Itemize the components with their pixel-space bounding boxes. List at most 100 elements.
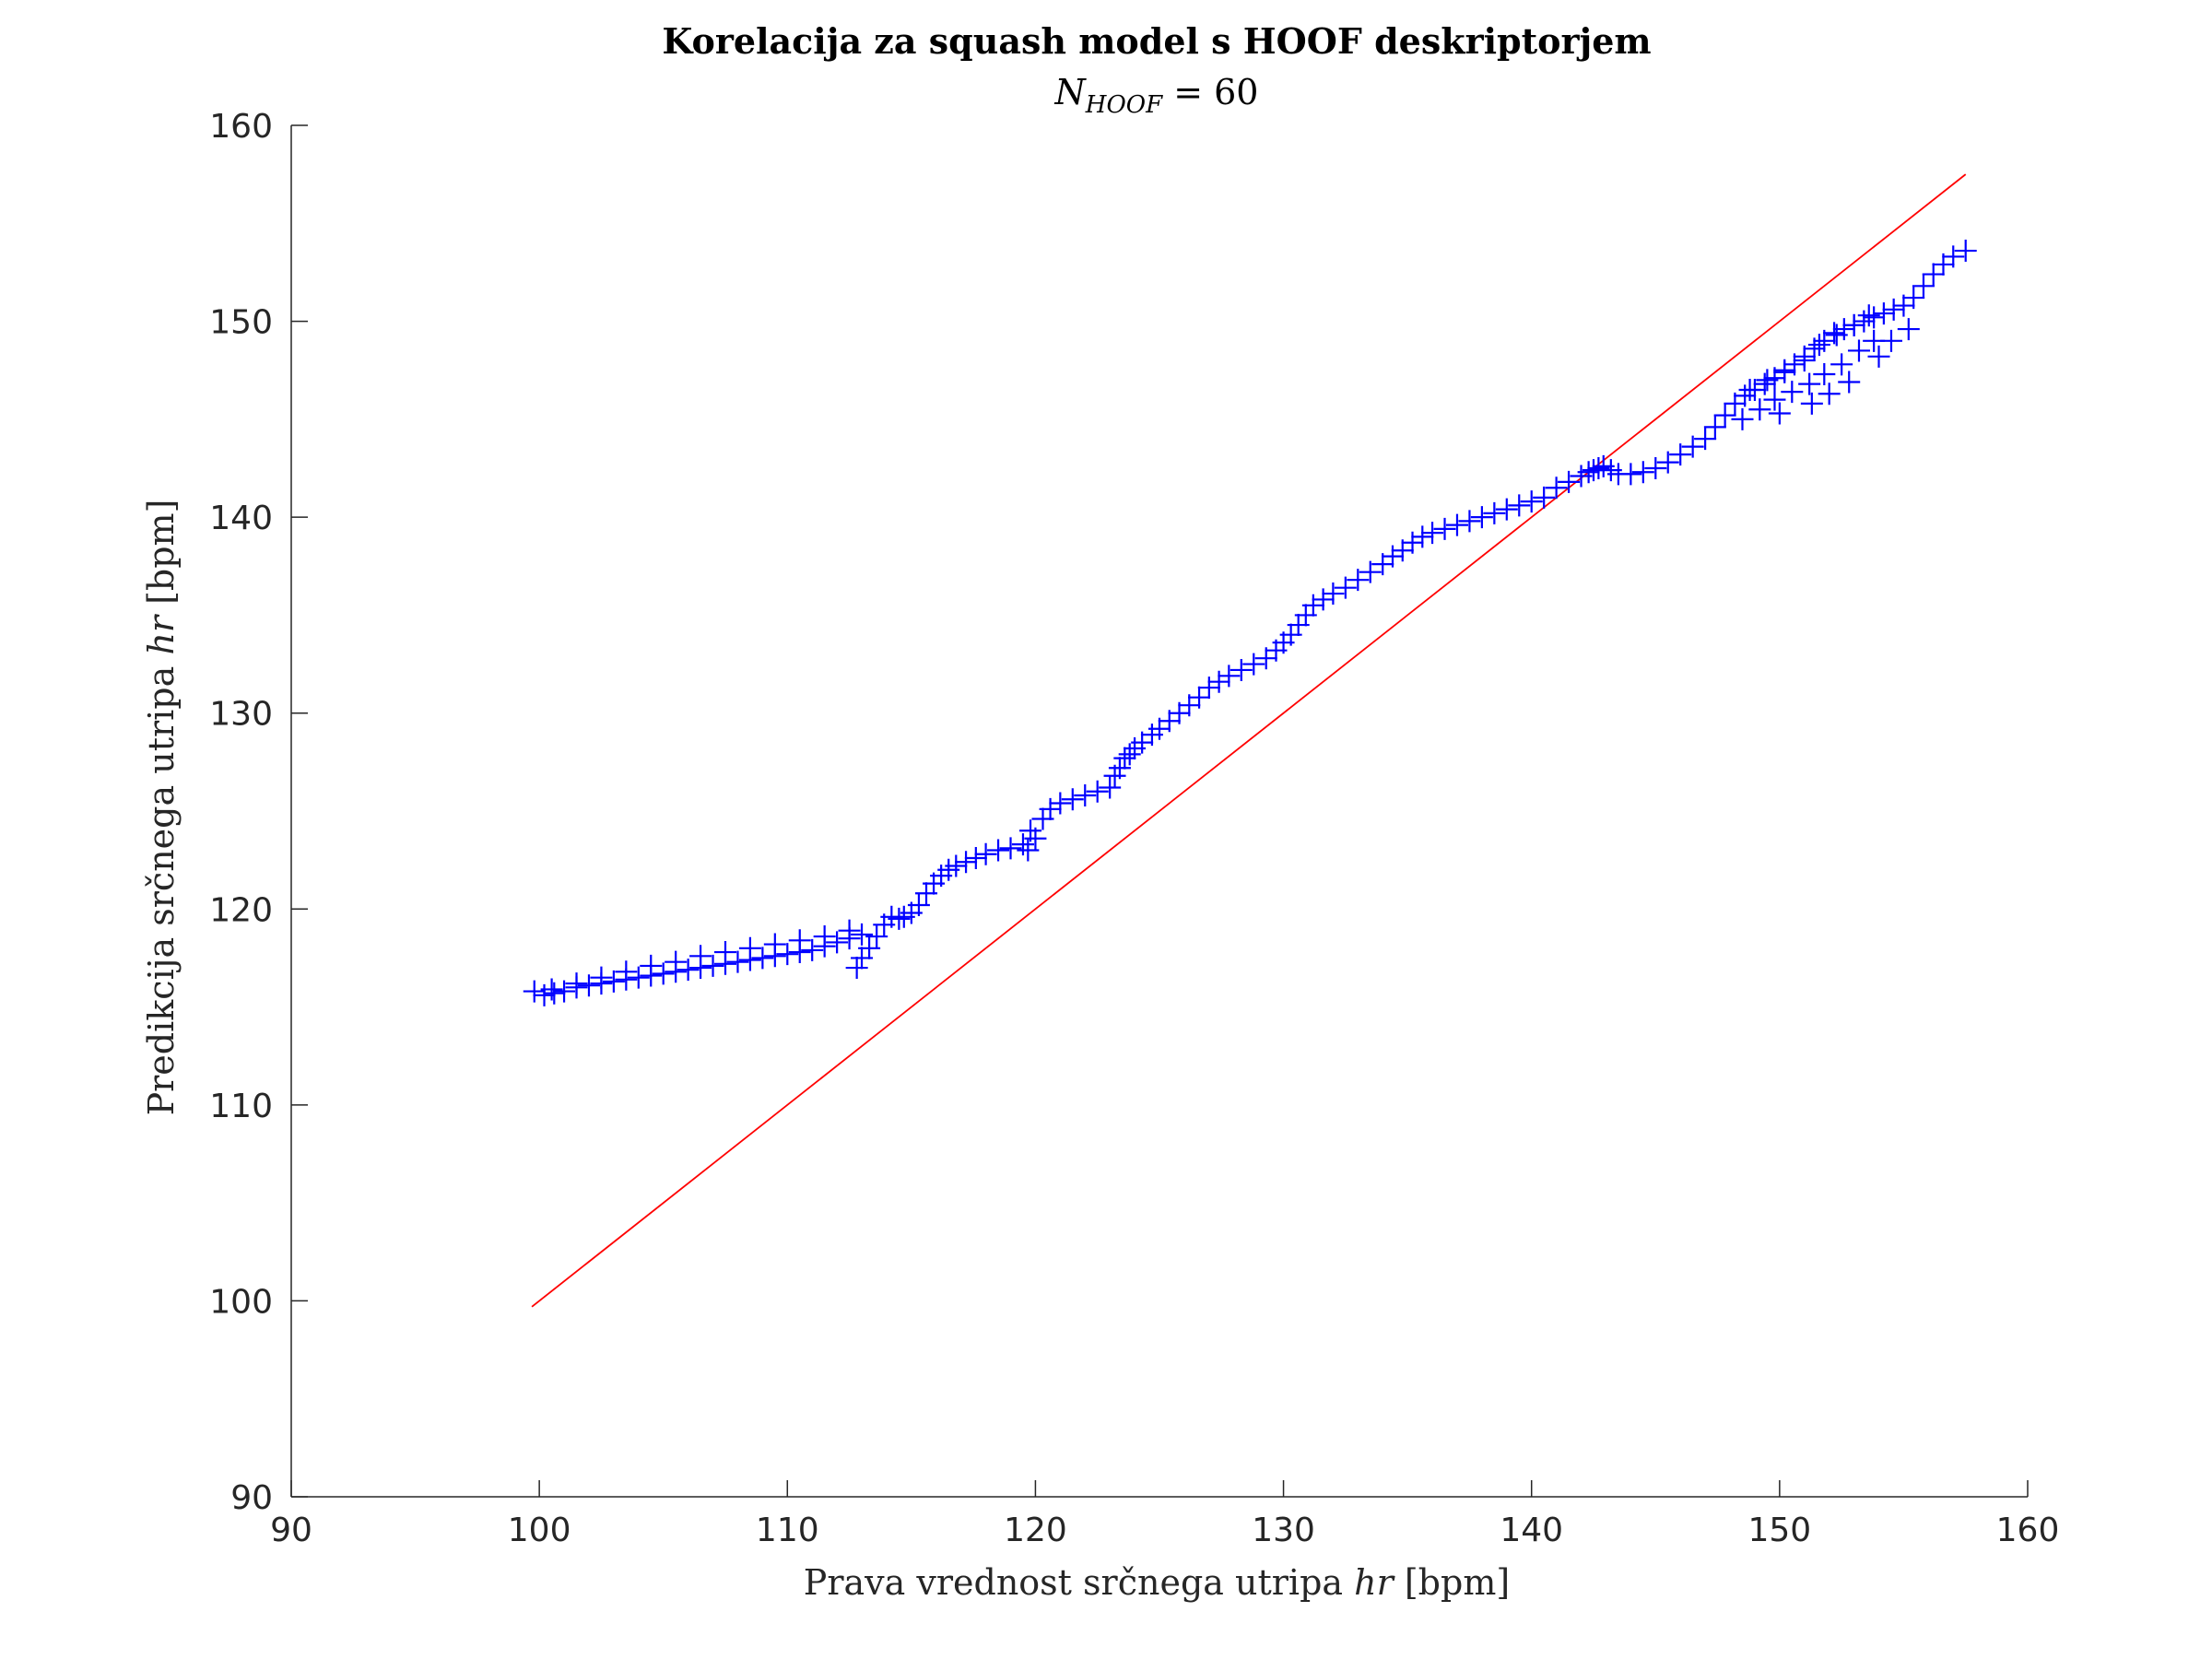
data-point bbox=[1813, 362, 1836, 385]
chart-title: Korelacija za squash model s HOOF deskri… bbox=[662, 20, 1651, 62]
data-point bbox=[1061, 788, 1084, 811]
data-point bbox=[1411, 525, 1434, 548]
data-point bbox=[1823, 322, 1846, 345]
data-point bbox=[763, 933, 786, 956]
data-point bbox=[1533, 486, 1556, 509]
data-point bbox=[1922, 263, 1945, 286]
tick-layer: 90 100 110 120 130 140 150 160 90 100 110 120 130 140… bbox=[209, 108, 2059, 1549]
data-point bbox=[1312, 588, 1335, 611]
data-point bbox=[1748, 398, 1771, 421]
data-point bbox=[1577, 461, 1600, 484]
data-point bbox=[1763, 388, 1786, 411]
y-tick-label: 120 bbox=[209, 891, 273, 929]
data-point bbox=[1669, 443, 1692, 466]
chart-subtitle: NHOOF = 60 bbox=[1054, 72, 1259, 119]
data-point bbox=[1734, 384, 1757, 407]
y-tick-label: 110 bbox=[209, 1088, 273, 1125]
reference-line-layer bbox=[531, 173, 1967, 1308]
data-point bbox=[1049, 792, 1072, 815]
data-point bbox=[1773, 359, 1796, 382]
data-point bbox=[974, 842, 997, 865]
data-point bbox=[1756, 369, 1779, 392]
data-point bbox=[1882, 298, 1905, 321]
data-point bbox=[1656, 451, 1679, 474]
data-point bbox=[1798, 372, 1821, 395]
x-tick-label: 130 bbox=[1252, 1512, 1315, 1549]
plot-axes bbox=[290, 125, 2028, 1498]
data-point bbox=[1242, 653, 1265, 676]
data-point bbox=[1807, 334, 1830, 357]
x-tick-label: 140 bbox=[1500, 1512, 1563, 1549]
data-point bbox=[1867, 345, 1890, 368]
data-point bbox=[1587, 457, 1610, 479]
data-point bbox=[776, 943, 799, 966]
data-point bbox=[964, 847, 987, 870]
data-point bbox=[1825, 324, 1848, 347]
y-tick-label: 140 bbox=[209, 500, 273, 537]
x-tick-label: 110 bbox=[756, 1512, 819, 1549]
data-point bbox=[1842, 313, 1865, 336]
data-point bbox=[627, 966, 650, 989]
data-point bbox=[652, 962, 675, 985]
data-point bbox=[640, 954, 663, 977]
data-point bbox=[1039, 797, 1062, 820]
data-point bbox=[1781, 381, 1804, 404]
data-point bbox=[1495, 498, 1518, 521]
data-point bbox=[1230, 658, 1253, 681]
data-point bbox=[1218, 665, 1241, 688]
data-point bbox=[1800, 392, 1823, 415]
data-point bbox=[615, 960, 638, 983]
x-tick-label: 160 bbox=[1996, 1512, 2060, 1549]
data-point bbox=[801, 938, 824, 961]
data-point bbox=[1954, 240, 1977, 263]
data-point bbox=[1897, 318, 1920, 341]
data-point bbox=[701, 954, 724, 977]
data-point bbox=[851, 923, 874, 946]
data-point bbox=[553, 980, 576, 1003]
data-point bbox=[1322, 582, 1345, 606]
data-point bbox=[665, 950, 688, 973]
data-point bbox=[1359, 560, 1382, 583]
data-point bbox=[1188, 686, 1211, 709]
data-point bbox=[1847, 339, 1870, 362]
data-point bbox=[1857, 304, 1880, 327]
data-point bbox=[1334, 576, 1357, 599]
data-point bbox=[590, 966, 613, 989]
x-tick-label: 120 bbox=[1004, 1512, 1067, 1549]
y-tick-label: 150 bbox=[209, 304, 273, 342]
data-point bbox=[1301, 594, 1324, 617]
y-axis-label: Predikcija srčnega utripa hr [bpm] bbox=[141, 500, 182, 1116]
data-point bbox=[1113, 747, 1136, 770]
data-point bbox=[543, 982, 566, 1005]
data-point bbox=[1912, 275, 1935, 298]
data-point bbox=[1520, 490, 1543, 513]
data-point bbox=[788, 929, 811, 952]
x-tick-label: 90 bbox=[270, 1512, 312, 1549]
data-point bbox=[955, 851, 978, 874]
data-point bbox=[1879, 329, 1902, 352]
data-point bbox=[1838, 371, 1861, 394]
data-point bbox=[907, 894, 930, 917]
data-series-layer bbox=[523, 240, 1977, 1006]
data-point bbox=[1401, 531, 1424, 554]
data-point bbox=[1099, 776, 1122, 799]
data-point bbox=[1694, 428, 1717, 451]
data-point bbox=[1508, 494, 1531, 517]
data-point bbox=[1902, 287, 1925, 310]
y-tick-label: 160 bbox=[209, 108, 273, 146]
data-point bbox=[826, 931, 849, 954]
data-point bbox=[1830, 353, 1853, 376]
data-point bbox=[1381, 545, 1404, 568]
data-point bbox=[987, 839, 1010, 862]
data-point bbox=[1011, 833, 1034, 856]
data-point bbox=[1347, 569, 1370, 592]
data-point bbox=[1753, 372, 1776, 395]
data-point bbox=[813, 925, 836, 948]
data-point bbox=[689, 945, 712, 968]
data-point bbox=[1768, 402, 1791, 425]
data-point bbox=[565, 972, 588, 995]
data-point bbox=[945, 854, 968, 877]
data-point bbox=[1681, 435, 1704, 458]
data-point bbox=[1619, 463, 1642, 486]
